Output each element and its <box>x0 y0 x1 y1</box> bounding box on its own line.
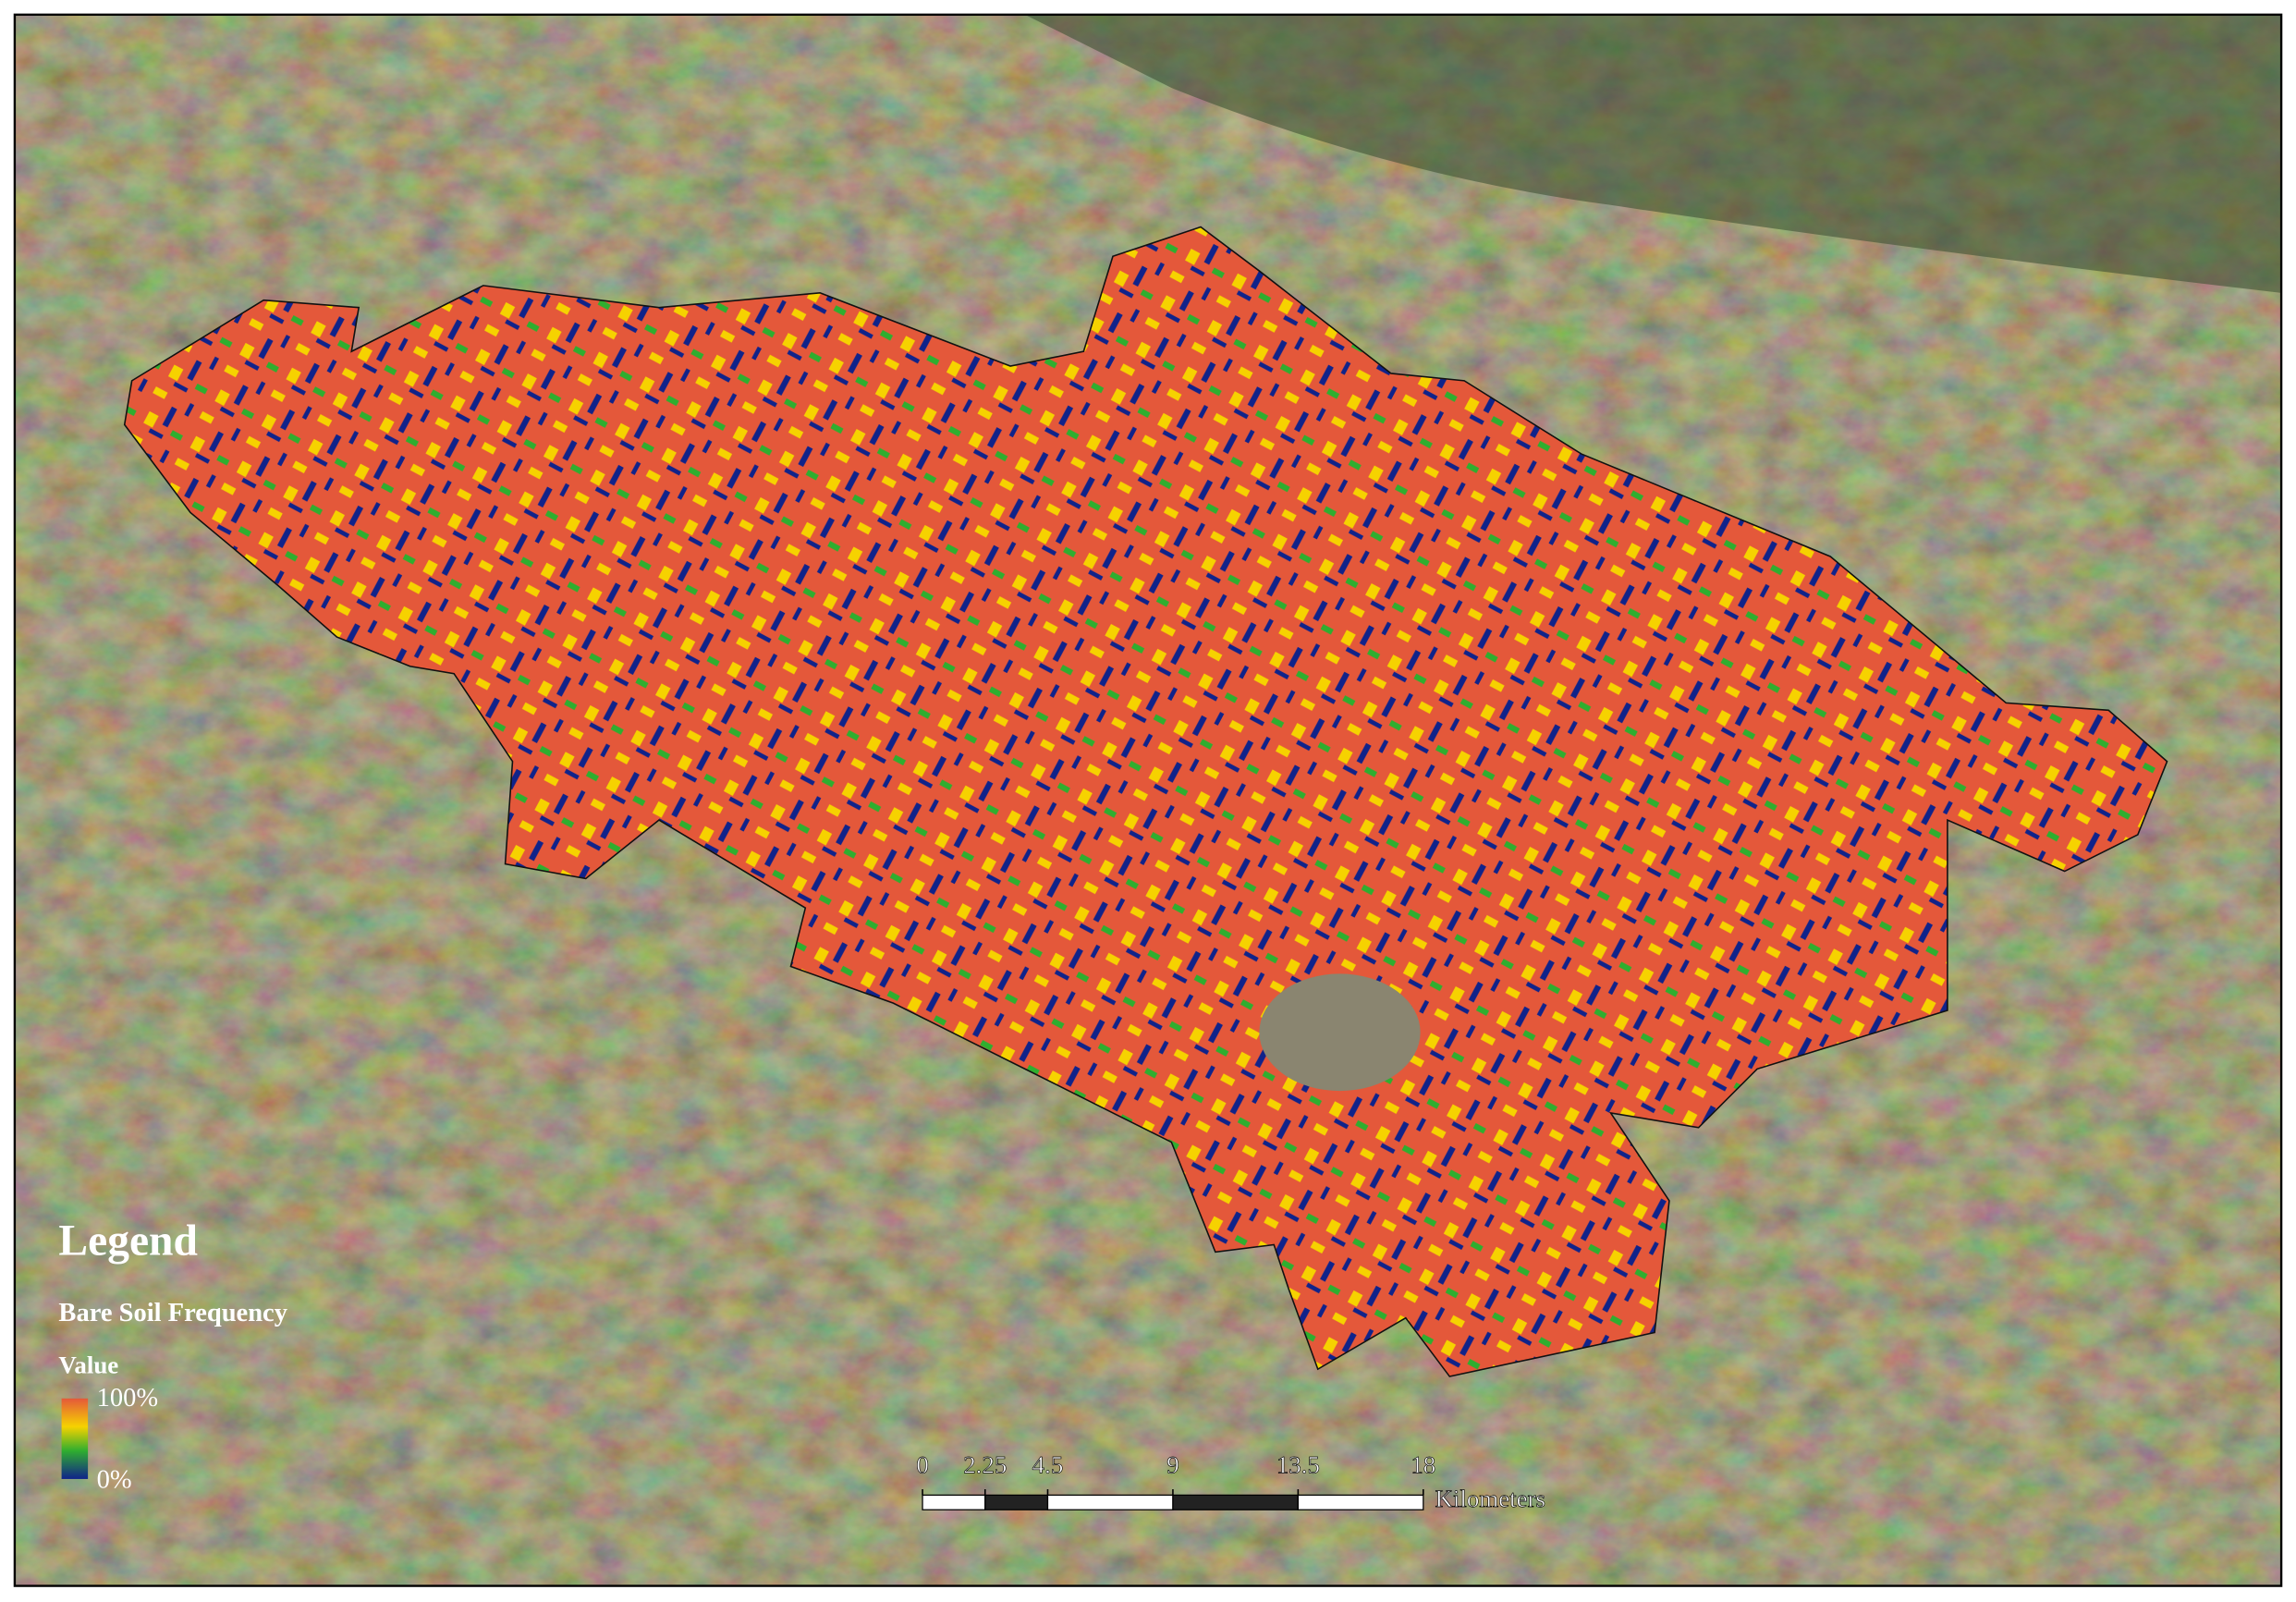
scale-segment <box>1297 1494 1424 1510</box>
scale-segment <box>922 1494 986 1510</box>
legend-max: 100% <box>97 1384 159 1412</box>
study-area-outline <box>123 226 2168 1377</box>
scale-tick-label: 13.5 <box>1276 1450 1320 1478</box>
legend-min: 0% <box>97 1466 132 1495</box>
legend-title: Legend <box>58 1217 197 1265</box>
scale-tick-label: 2.25 <box>963 1450 1007 1478</box>
legend-ramp <box>61 1398 89 1479</box>
mountains <box>1024 14 2282 293</box>
map-frame <box>13 13 2283 1587</box>
scale-segment <box>1172 1494 1300 1510</box>
scale-segment <box>1046 1494 1174 1510</box>
legend-field: Value <box>58 1351 118 1379</box>
scale-tick-label: 0 <box>916 1450 928 1478</box>
legend-layer: Bare Soil Frequency <box>58 1299 287 1327</box>
scale-tick-label: 18 <box>1411 1450 1435 1478</box>
town <box>1259 973 1421 1092</box>
scale-unit: Kilometers <box>1435 1485 1545 1512</box>
scale-tick-label: 4.5 <box>1032 1450 1064 1478</box>
scale-segment <box>984 1494 1049 1510</box>
scale-tick-label: 9 <box>1166 1450 1179 1478</box>
